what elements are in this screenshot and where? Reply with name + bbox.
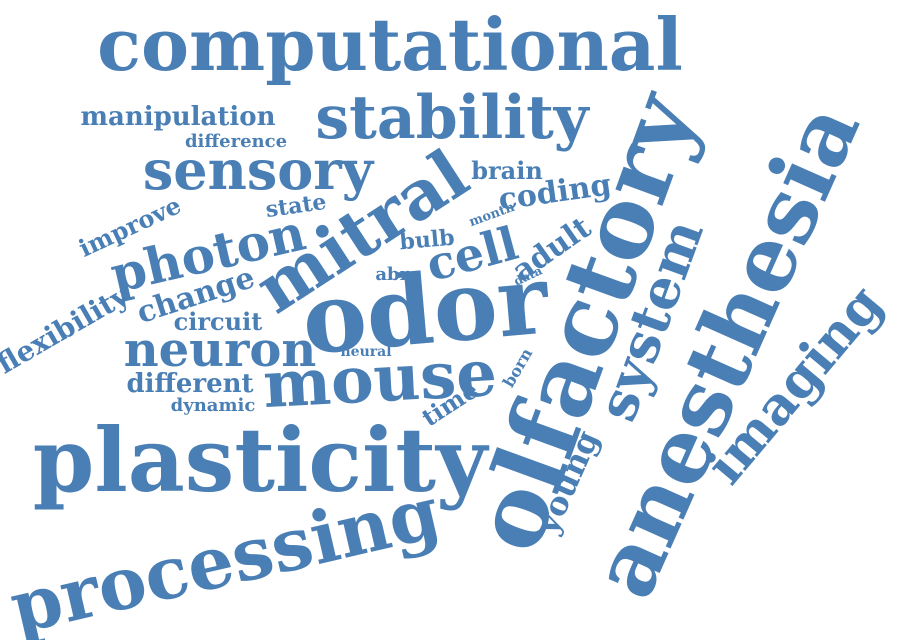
word-abn: abn	[375, 264, 413, 285]
word-brain: brain	[471, 156, 543, 185]
word-different: different	[126, 369, 254, 399]
word-flexibility: flexibility	[0, 278, 135, 381]
word-difference: difference	[184, 131, 288, 152]
word-plasticity: plasticity	[32, 408, 488, 512]
word-neuron: neuron	[123, 322, 317, 378]
word-dynamic: dynamic	[170, 395, 256, 416]
word-sensory: sensory	[142, 138, 374, 202]
word-neural: neural	[340, 344, 392, 360]
word-stability: stability	[315, 83, 589, 153]
word-computational: computational	[97, 2, 683, 87]
word-manipulation: manipulation	[80, 102, 276, 132]
word-circuit: circuit	[173, 307, 263, 336]
